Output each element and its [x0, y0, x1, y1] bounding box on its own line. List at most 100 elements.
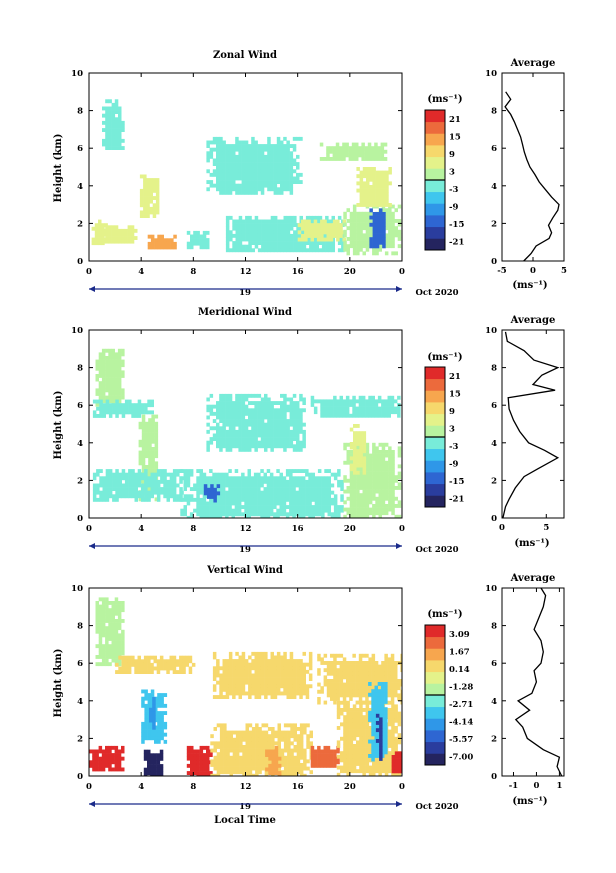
heatmap-cell: [108, 99, 112, 104]
heatmap-cell: [391, 244, 395, 249]
heatmap-cell: [390, 661, 395, 665]
heatmap-cell: [250, 490, 255, 495]
heatmap-cell: [137, 666, 141, 671]
heatmap-cell: [280, 673, 284, 678]
heatmap-cell: [375, 233, 380, 238]
heatmap-cell: [359, 240, 363, 245]
heatmap-cell: [381, 675, 385, 680]
heatmap-cells: [89, 597, 402, 776]
heatmap-cell: [384, 657, 388, 662]
heatmap-cell: [228, 662, 233, 667]
heatmap-cell: [368, 219, 373, 223]
heatmap-cell: [309, 244, 313, 249]
heatmap-cell: [102, 403, 106, 408]
heatmap-cell: [244, 490, 248, 495]
heatmap-cell: [121, 487, 126, 491]
heatmap-cell: [241, 444, 246, 449]
heatmap-cell: [349, 679, 353, 683]
heatmap-cell: [108, 622, 112, 627]
heatmap-cell: [108, 225, 112, 230]
heatmap-cell: [241, 158, 246, 163]
heatmap-cell: [339, 234, 343, 238]
heatmap-cell: [124, 670, 129, 674]
heatmap-cell: [292, 684, 297, 689]
heatmap-cell: [320, 657, 324, 662]
heatmap-cell: [206, 756, 210, 761]
heatmap-cell: [369, 185, 373, 189]
heatmap-cell: [148, 465, 152, 469]
colorbar-tick-label: -15: [449, 220, 464, 230]
heatmap-cell: [190, 774, 194, 776]
heatmap-cell: [358, 664, 363, 669]
heatmap-cell: [111, 128, 116, 132]
heatmap-cell: [352, 226, 357, 231]
heatmap-cell: [266, 490, 271, 495]
heatmap-cell: [255, 759, 259, 764]
heatmap-cell: [356, 219, 360, 223]
heatmap-cell: [300, 223, 305, 228]
heatmap-cell: [245, 773, 249, 776]
heatmap-cell: [238, 666, 242, 671]
heatmap-cell: [159, 666, 164, 671]
heatmap-cell: [114, 644, 119, 649]
heatmap-cell: [351, 149, 356, 154]
heatmap-cell: [317, 487, 322, 491]
heatmap-cell: [394, 693, 398, 698]
heatmap-cell: [150, 670, 154, 674]
heatmap-cell: [283, 397, 287, 402]
heatmap-cell: [225, 223, 230, 227]
heatmap-cell: [111, 142, 116, 147]
heatmap-cell: [374, 406, 379, 411]
heatmap-cell: [375, 507, 379, 512]
heatmap-cell: [391, 482, 395, 487]
heatmap-cell: [371, 403, 375, 407]
heatmap-cell: [206, 144, 210, 148]
heatmap-cell: [260, 415, 265, 420]
heatmap-cell: [356, 188, 360, 193]
heatmap-cell: [311, 479, 315, 484]
heatmap-cell: [260, 515, 264, 518]
heatmap-cell: [335, 146, 340, 151]
heatmap-cell: [269, 479, 274, 484]
heatmap-cell: [254, 183, 258, 188]
heatmap-cell: [108, 370, 112, 375]
heatmap-cell: [232, 422, 236, 427]
heatmap-cell: [105, 410, 110, 415]
heatmap-cell: [216, 172, 220, 177]
heatmap-cell: [241, 230, 246, 235]
heatmap-cell: [293, 241, 297, 245]
heatmap-cell: [387, 403, 391, 407]
heatmap-cell: [212, 169, 217, 174]
heatmap-cell: [147, 670, 151, 674]
heatmap-cell: [382, 230, 386, 234]
heatmap-cell: [339, 406, 343, 411]
heatmap-cell: [241, 669, 246, 674]
heatmap-cell: [391, 450, 395, 454]
heatmap-cell: [292, 429, 297, 434]
heatmap-cell: [260, 176, 265, 181]
heatmap-cell: [372, 442, 376, 447]
heatmap-cell: [321, 497, 325, 502]
heatmap-cell: [160, 696, 164, 701]
heatmap-cell: [266, 497, 271, 502]
heatmap-cell: [244, 151, 249, 156]
heatmap-cell: [339, 686, 344, 691]
heatmap-cell: [300, 237, 305, 242]
heatmap-cell: [166, 479, 170, 484]
heatmap-cell: [222, 176, 226, 181]
heatmap-cell: [330, 668, 334, 673]
heatmap-cell: [335, 157, 340, 161]
heatmap-cell: [372, 212, 377, 216]
heatmap-cell: [143, 206, 147, 211]
heatmap-cell: [273, 680, 278, 685]
heatmap-cell: [359, 244, 363, 249]
heatmap-cell: [276, 437, 281, 441]
heatmap-cell: [255, 727, 259, 731]
heatmap-cell: [241, 487, 245, 491]
heatmap-cell: [378, 188, 383, 193]
heatmap-cell: [196, 469, 200, 473]
heatmap-cell: [264, 183, 268, 188]
heatmap-cell: [333, 515, 338, 518]
heatmap-cell: [99, 410, 103, 415]
heatmap-cell: [131, 410, 135, 415]
